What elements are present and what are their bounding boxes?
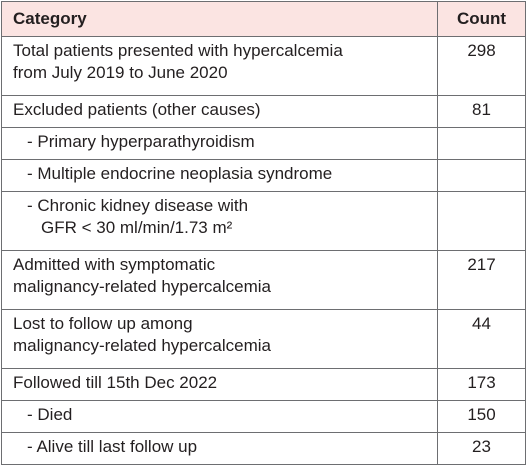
table-row: Total patients presented with hypercalce…	[1, 36, 526, 96]
category-text: - Chronic kidney disease with	[27, 196, 249, 215]
count-cell: 23	[437, 432, 526, 465]
count-cell: 81	[437, 95, 526, 128]
category-text-continued: malignancy-related hypercalcemia	[13, 277, 271, 296]
table-row: - Alive till last follow up 23	[1, 432, 526, 465]
category-cell: Admitted with symptomatic malignancy-rela…	[1, 250, 438, 310]
table-body: Total patients presented with hypercalce…	[1, 36, 526, 465]
category-cell: Excluded patients (other causes)	[1, 95, 438, 128]
category-text-continued: GFR < 30 ml/min/1.73 m²	[41, 218, 233, 237]
category-text-continued: from July 2019 to June 2020	[13, 63, 228, 82]
count-cell: 298	[437, 36, 526, 96]
category-cell: - Died	[1, 400, 438, 433]
column-header-count: Count	[437, 1, 526, 37]
table-row: - Primary hyperparathyroidism	[1, 127, 526, 160]
table-row: Excluded patients (other causes) 81	[1, 95, 526, 128]
count-cell	[437, 191, 526, 251]
category-cell: Followed till 15th Dec 2022	[1, 368, 438, 401]
table-header: Category Count	[1, 1, 526, 37]
category-cell: - Multiple endocrine neoplasia syndrome	[1, 159, 438, 192]
category-text: Admitted with symptomatic	[13, 255, 216, 274]
header-row: Category Count	[1, 1, 526, 37]
table-row: - Died 150	[1, 400, 526, 433]
table-row: Admitted with symptomatic malignancy-rela…	[1, 250, 526, 310]
category-text: Total patients presented with hypercalce…	[13, 41, 343, 60]
count-cell	[437, 159, 526, 192]
category-cell: - Primary hyperparathyroidism	[1, 127, 438, 160]
table-row: Lost to follow up among malignancy-relate…	[1, 309, 526, 369]
category-text-continued: malignancy-related hypercalcemia	[13, 336, 271, 355]
category-text: Lost to follow up among	[13, 314, 193, 333]
category-cell: Lost to follow up among malignancy-relate…	[1, 309, 438, 369]
count-cell: 217	[437, 250, 526, 310]
table-row: Followed till 15th Dec 2022 173	[1, 368, 526, 401]
count-cell: 44	[437, 309, 526, 369]
column-header-category: Category	[1, 1, 438, 37]
table-row: - Chronic kidney disease with GFR < 30 ml…	[1, 191, 526, 251]
table-row: - Multiple endocrine neoplasia syndrome	[1, 159, 526, 192]
count-cell	[437, 127, 526, 160]
category-cell: Total patients presented with hypercalce…	[1, 36, 438, 96]
count-cell: 150	[437, 400, 526, 433]
count-cell: 173	[437, 368, 526, 401]
category-cell: - Chronic kidney disease with GFR < 30 ml…	[1, 191, 438, 251]
category-cell: - Alive till last follow up	[1, 432, 438, 465]
